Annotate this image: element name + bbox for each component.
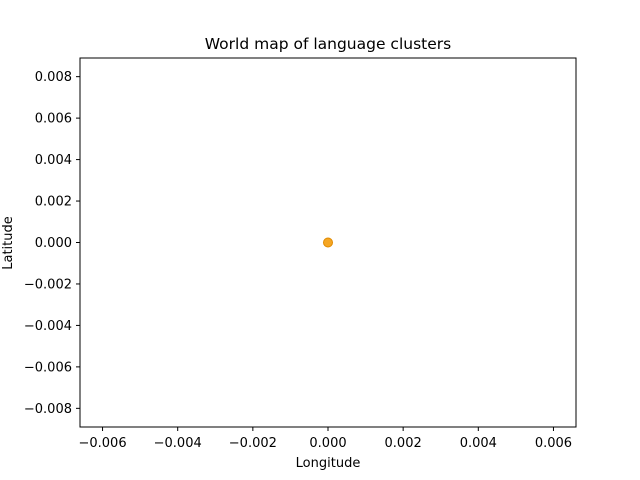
- y-tick-label: 0.008: [35, 70, 72, 85]
- x-tick-label: −0.006: [78, 436, 126, 451]
- x-tick-label: 0.004: [460, 436, 497, 451]
- y-tick-label: 0.004: [35, 153, 72, 168]
- chart-title: World map of language clusters: [205, 35, 451, 53]
- x-tick-label: −0.004: [154, 436, 202, 451]
- x-axis-label: Longitude: [296, 456, 361, 471]
- data-point: [323, 237, 333, 248]
- y-tick-label: −0.006: [24, 360, 72, 375]
- x-tick-label: 0.000: [309, 436, 346, 451]
- x-tick-label: −0.002: [229, 436, 277, 451]
- x-axis-ticks: −0.006 −0.004 −0.002 0.000 0.002 0.004 0.006: [78, 427, 572, 451]
- y-tick-label: −0.004: [24, 319, 72, 334]
- y-axis-label: Latitude: [1, 216, 16, 270]
- x-tick-label: 0.006: [535, 436, 572, 451]
- y-axis-ticks: −0.008 −0.006 −0.004 −0.002 0.000 0.002 0.004 0…: [24, 70, 80, 417]
- y-tick-label: 0.002: [35, 195, 72, 210]
- data-points: [323, 237, 333, 248]
- y-tick-label: 0.006: [35, 112, 72, 127]
- x-tick-label: 0.002: [385, 436, 422, 451]
- y-tick-label: −0.002: [24, 277, 72, 292]
- y-tick-label: 0.000: [35, 236, 72, 251]
- y-tick-label: −0.008: [24, 402, 72, 417]
